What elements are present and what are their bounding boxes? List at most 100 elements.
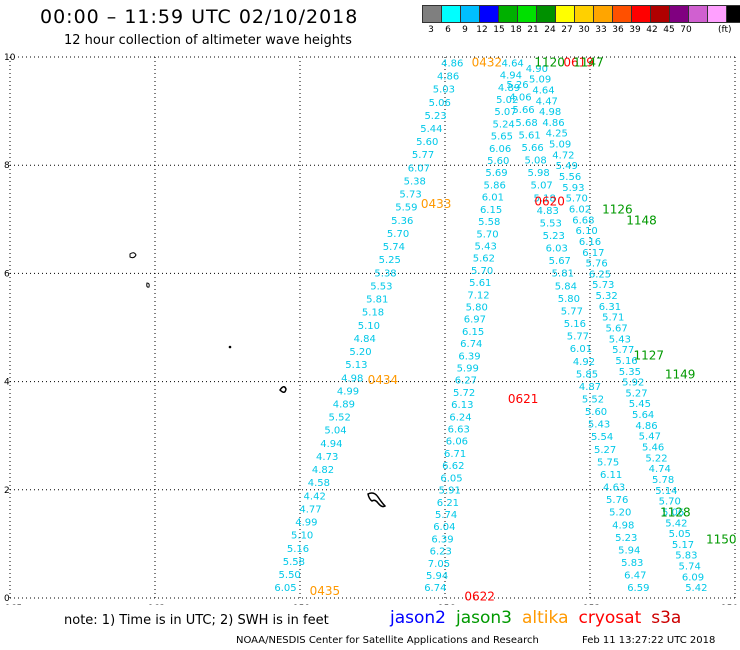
wave-height-value: 5.13 — [345, 360, 367, 371]
wave-height-value: 5.07 — [494, 107, 516, 118]
wave-height-value: 5.43 — [475, 241, 497, 252]
color-scale-label: 3 — [428, 25, 434, 35]
wave-height-value: 5.08 — [524, 156, 546, 167]
wave-height-value: 5.80 — [466, 302, 488, 313]
wave-height-value: 5.45 — [629, 399, 651, 410]
wave-height-value: 6.39 — [431, 534, 453, 545]
legend-item-s3a: s3a — [651, 608, 682, 628]
pass-time-label: 1148 — [626, 213, 657, 227]
wave-height-value: 5.20 — [349, 347, 371, 358]
wave-height-value: 5.23 — [543, 231, 565, 242]
wave-height-value: 5.03 — [433, 85, 455, 96]
lat-tick-label: 10 — [4, 53, 16, 63]
wave-height-value: 4.89 — [498, 83, 520, 94]
wave-height-value: 4.86 — [635, 421, 657, 432]
wave-height-value: 5.43 — [588, 420, 610, 431]
pass-time-label: 0434 — [368, 373, 399, 387]
wave-height-value: 4.83 — [537, 206, 559, 217]
wave-height-value: 5.84 — [555, 281, 577, 292]
wave-height-value: 6.31 — [599, 302, 621, 313]
altimeter-tracks: 4.86 4.86 5.03 5.06 5.23 5.44 5.60 5.77 6.07 5.38… — [274, 58, 707, 594]
wave-height-value: 4.89 — [333, 400, 355, 411]
footnote: note: 1) Time is in UTC; 2) SWH is in fe… — [64, 613, 329, 628]
wave-height-value: 5.35 — [619, 367, 641, 378]
wave-height-value: 5.86 — [484, 180, 506, 191]
wave-height-value: 4.98 — [341, 373, 363, 384]
color-scale-label: 6 — [445, 25, 451, 35]
wave-height-value: 6.01 — [570, 344, 592, 355]
color-scale-label: 33 — [595, 25, 607, 35]
wave-height-value: 5.07 — [531, 181, 553, 192]
lon-tick-label: -156 — [435, 604, 456, 605]
wave-height-value: 6.39 — [458, 351, 480, 362]
wave-height-value: 4.94 — [320, 439, 342, 450]
color-scale-label: 9 — [462, 25, 468, 35]
wave-height-value: 4.25 — [546, 129, 568, 140]
wave-height-value: 6.24 — [449, 412, 471, 423]
lat-tick-label: 6 — [4, 269, 10, 279]
wave-height-value: 5.78 — [652, 475, 674, 486]
wave-height-value: 6.02 — [569, 204, 591, 215]
pass-time-label: 1128 — [660, 505, 691, 519]
wave-height-value: 7.12 — [467, 290, 489, 301]
wave-height-value: 5.52 — [329, 413, 351, 424]
wave-height-value: 4.86 — [437, 72, 459, 83]
wave-height-value: 5.38 — [374, 268, 396, 279]
wave-height-value: 5.68 — [515, 118, 537, 129]
island-outline — [129, 252, 137, 259]
color-scale-bar — [422, 5, 740, 23]
wave-height-value: 6.71 — [444, 449, 466, 460]
lat-tick-label: 8 — [4, 161, 10, 171]
wave-height-value: 5.99 — [457, 364, 479, 375]
pass-time-label: 1126 — [602, 202, 633, 216]
wave-height-value: 4.92 — [573, 357, 595, 368]
wave-height-value: 5.83 — [675, 551, 697, 562]
color-scale-label: 39 — [629, 25, 641, 35]
wave-height-value: 5.53 — [370, 281, 392, 292]
lat-tick-label: 0 — [4, 594, 10, 604]
wave-height-value: 5.94 — [426, 571, 448, 582]
wave-height-value: 5.77 — [567, 332, 589, 343]
lon-tick-label: -165 — [2, 604, 22, 605]
pass-time-label: 0433 — [421, 197, 452, 211]
pass-time-label: 0620 — [534, 194, 565, 208]
wave-height-value: 5.26 — [506, 80, 528, 91]
wave-height-value: 5.54 — [591, 432, 613, 443]
color-scale-label: 24 — [544, 25, 556, 35]
wave-height-value: 5.22 — [645, 453, 667, 464]
wave-height-value: 5.67 — [605, 324, 627, 335]
wave-height-value: 6.68 — [572, 215, 594, 226]
lon-tick-label: -162 — [145, 604, 165, 605]
lat-tick-label: 4 — [4, 378, 10, 388]
wave-height-value: 5.43 — [609, 334, 631, 345]
wave-height-value: 5.53 — [540, 218, 562, 229]
color-scale-label: 27 — [561, 25, 573, 35]
wave-height-value: 5.66 — [512, 105, 534, 116]
color-scale-label: 21 — [527, 25, 539, 35]
wave-height-value: 6.17 — [582, 248, 604, 259]
wave-height-value: 5.18 — [362, 308, 384, 319]
island-outlines — [129, 252, 387, 508]
wave-height-value: 5.27 — [594, 445, 616, 456]
wave-height-value: 6.13 — [451, 400, 473, 411]
color-scale-cell — [726, 5, 740, 23]
wave-height-value: 5.71 — [602, 313, 624, 324]
wave-height-value: 5.58 — [478, 217, 500, 228]
color-scale-label: 30 — [578, 25, 590, 35]
wave-height-value: 4.99 — [337, 386, 359, 397]
pass-time-label: 0622 — [464, 589, 495, 603]
wave-height-value: 7.05 — [428, 559, 450, 570]
wave-height-value: 5.06 — [429, 98, 451, 109]
wave-height-value: 5.70 — [387, 229, 409, 240]
wave-height-value: 6.06 — [446, 437, 468, 448]
map-title: 00:00 – 11:59 UTC 02/10/2018 — [40, 6, 359, 28]
wave-height-value: 5.73 — [592, 280, 614, 291]
wave-height-value: 6.10 — [576, 226, 598, 237]
wave-height-value: 5.17 — [672, 540, 694, 551]
wave-height-value: 5.70 — [476, 229, 498, 240]
wave-height-value: 6.04 — [433, 522, 455, 533]
color-scale-label: 45 — [663, 25, 675, 35]
wave-height-value: 5.80 — [558, 294, 580, 305]
wave-height-value: 5.74 — [383, 242, 405, 253]
wave-height-value: 5.74 — [679, 562, 701, 573]
